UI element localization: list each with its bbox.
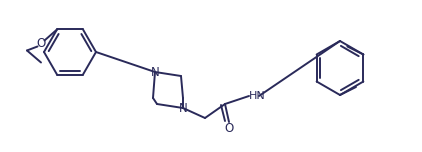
Text: O: O — [225, 121, 234, 135]
Text: O: O — [36, 37, 46, 50]
Text: N: N — [179, 102, 187, 114]
Text: HN: HN — [249, 91, 266, 101]
Text: N: N — [151, 66, 160, 78]
